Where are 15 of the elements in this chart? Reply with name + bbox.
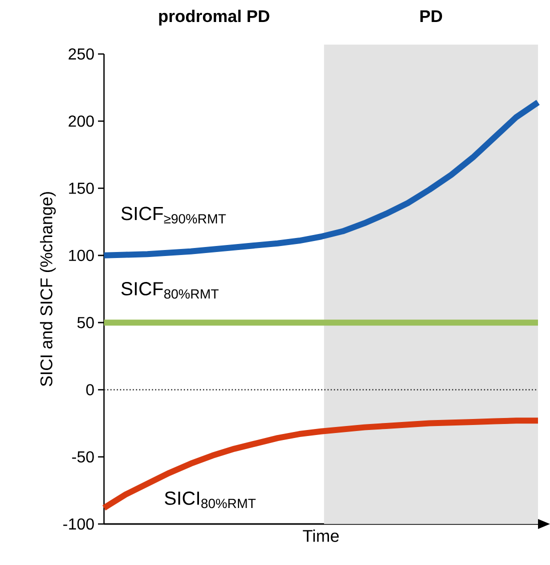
series-label: SICF$_{≥90%RMT}$ xyxy=(121,206,226,224)
y-tick-label: 0 xyxy=(86,384,94,396)
y-tick-label: 200 xyxy=(68,116,94,127)
y-tick-label: 150 xyxy=(69,182,94,194)
text: PD xyxy=(420,10,442,22)
series-label: SICF$_{80%RMT}$ xyxy=(121,282,219,299)
text: prodromal PD xyxy=(159,10,270,26)
y-tick-label: 50 xyxy=(77,316,94,328)
y-tick-label: -50 xyxy=(72,451,94,462)
series-label: SICI$_{80%RMT}$ xyxy=(164,491,256,508)
y-tick-label: -100 xyxy=(63,518,94,530)
y-tick-label: 100 xyxy=(69,250,94,262)
y-tick-label: 250 xyxy=(68,48,94,60)
x-axis-title: Time xyxy=(302,530,339,542)
y-axis-title: SICI and SICF (%change) xyxy=(40,192,56,386)
